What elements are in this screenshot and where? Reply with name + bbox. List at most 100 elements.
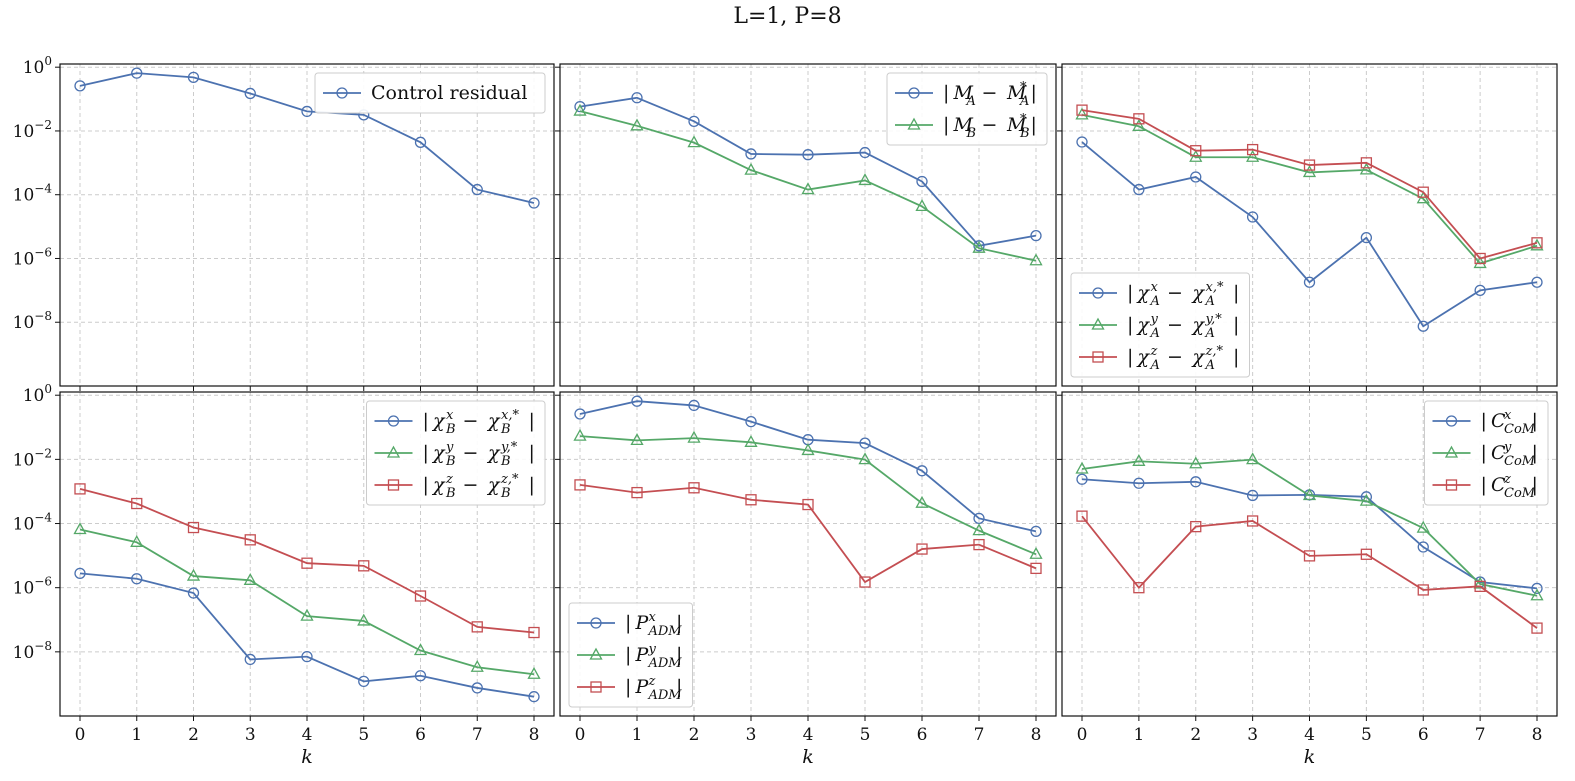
data-point-triangle (186, 568, 201, 581)
plot-frame (1061, 391, 1558, 717)
data-point-square (1303, 550, 1316, 562)
data-point-circle (244, 87, 256, 100)
legend-label: | Cx CoM| (1481, 408, 1538, 437)
x-tick-label: 1 (1133, 725, 1144, 745)
y-tick-label: 10−8 (13, 639, 52, 663)
x-tick-label: 5 (358, 725, 369, 745)
data-point-circle (1190, 476, 1202, 488)
data-point-circle (187, 71, 200, 84)
data-point-circle (131, 67, 143, 79)
data-point-circle (973, 240, 985, 252)
data-point-circle (590, 617, 602, 629)
legend-label: | Cy CoM| (1481, 440, 1538, 469)
data-point-square (187, 521, 200, 534)
series-1 (74, 67, 540, 209)
data-point-triangle (130, 534, 144, 547)
subplot-5: 0 1 2 3 4 5 6 7 8 k | Px ADM| | Py ADM| | Pz ADM| (555, 391, 1057, 768)
x-tick-label: 4 (1304, 725, 1315, 745)
data-point-square (301, 557, 313, 569)
data-point-circle (1303, 276, 1316, 288)
data-point-square (1190, 145, 1202, 157)
legend: | Px ADM| | Py ADM| | Pz ADM| (568, 602, 693, 708)
data-point-triangle (915, 199, 929, 212)
data-point-triangle (801, 443, 815, 456)
x-tick-label: 6 (1418, 725, 1429, 745)
x-tick-label: 6 (415, 725, 426, 745)
legend-item: | χx A − χx,* A | (1079, 280, 1239, 309)
x-tick-label: 2 (689, 725, 700, 745)
data-point-square (471, 621, 483, 633)
data-point-triangle (1132, 118, 1146, 131)
legend-label: | Py ADM| (625, 642, 682, 671)
data-point-triangle (687, 135, 701, 148)
data-point-circle (1445, 415, 1458, 427)
data-point-circle (187, 587, 200, 599)
data-point-circle (1190, 171, 1202, 183)
x-tick-label: 3 (1247, 725, 1258, 745)
data-point-triangle (744, 162, 758, 175)
data-point-circle (1474, 284, 1486, 297)
data-point-triangle (1246, 149, 1260, 162)
legend-item: | Cz CoM| (1432, 472, 1538, 501)
legend-item: | χy B − χy,* B | (374, 440, 535, 469)
data-point-circle (358, 675, 370, 688)
legend-item: | Px ADM| (577, 610, 682, 639)
data-point-square (1445, 479, 1458, 491)
data-point-triangle (915, 495, 929, 508)
x-tick-label: 7 (472, 725, 483, 745)
legend-label: | Px ADM| (625, 610, 682, 639)
legend-label: | Pz ADM| (625, 674, 682, 703)
data-point-square (528, 626, 540, 639)
data-point-square (1360, 157, 1373, 169)
legend-label: | χx B − χx,* B | (423, 408, 535, 437)
data-point-square (1092, 351, 1104, 363)
data-point-circle (1531, 276, 1543, 288)
legend: | Cx CoM| | Cy CoM| | Cz CoM| (1424, 400, 1549, 506)
data-point-circle (301, 105, 313, 118)
x-tick-label: 6 (917, 725, 928, 745)
legend-box (886, 72, 1048, 146)
legend: Control residual (314, 72, 546, 114)
data-point-triangle (1075, 461, 1089, 474)
series-3 (1076, 510, 1543, 634)
legend-label: | χz A − χz,* A | (1127, 344, 1239, 373)
subplot-1: 100 10−2 10−4 10−6 10−8 Control residual (13, 54, 555, 391)
legend-label: | MB − M* B| (943, 112, 1037, 141)
subplot-3: | χx A − χx,* A | | χy A − χy,* A | | χz A − χz,* A | (1057, 63, 1558, 391)
x-axis-label: k (301, 746, 313, 768)
data-point-square (244, 534, 256, 546)
x-tick-label: 3 (746, 725, 757, 745)
data-point-triangle (243, 572, 257, 585)
data-point-circle (916, 175, 928, 188)
data-point-square (1474, 580, 1486, 593)
data-point-circle (745, 415, 757, 428)
data-point-triangle (1473, 256, 1487, 269)
data-point-circle (1246, 211, 1259, 223)
legend-item: | χz B − χz,* B | (374, 472, 535, 501)
series-1 (574, 92, 1042, 252)
data-point-circle (1417, 320, 1429, 332)
data-point-triangle (1359, 493, 1373, 506)
series-line (579, 484, 1037, 584)
legend-label: | χx A − χx,* A | (1127, 280, 1239, 309)
data-point-triangle (630, 433, 644, 446)
legend-item: | Cx CoM| (1432, 408, 1538, 437)
x-tick-label: 0 (75, 725, 86, 745)
data-point-triangle (972, 240, 986, 253)
data-point-triangle (858, 173, 872, 186)
data-point-circle (471, 183, 483, 196)
data-point-circle (1133, 477, 1145, 489)
data-point-square (1531, 622, 1543, 634)
data-point-square (1246, 143, 1259, 156)
x-tick-label: 5 (1361, 725, 1372, 745)
data-point-triangle (1075, 107, 1089, 120)
data-point-triangle (1029, 546, 1043, 559)
legend: | MA − M* A| | MB − M* B| (886, 72, 1048, 146)
data-point-triangle (1444, 445, 1459, 458)
series-1 (1076, 136, 1543, 332)
data-point-triangle (73, 522, 87, 535)
x-tick-label: 0 (1077, 725, 1088, 745)
data-point-triangle (573, 103, 587, 116)
data-point-square (574, 479, 586, 491)
